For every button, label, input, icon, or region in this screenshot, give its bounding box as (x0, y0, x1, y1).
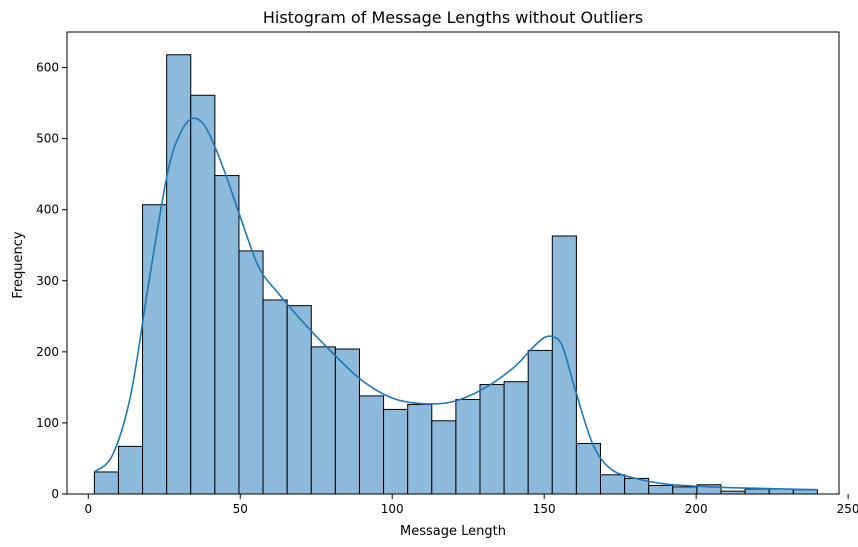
axes-group: 0 50 100 150 200 250 0 100 200 300 400 500 600 (36, 31, 858, 516)
y-tick-label-400: 400 (36, 203, 59, 217)
histogram-bar-7 (262, 299, 288, 495)
histogram-bar-5 (214, 175, 240, 495)
histogram-bar-12 (383, 408, 409, 495)
histogram-bar-11 (358, 395, 385, 495)
histogram-bar-14 (431, 420, 457, 495)
histogram-bar-27 (744, 488, 770, 495)
histogram-bar-15 (455, 398, 481, 495)
histogram-bar-10 (334, 348, 360, 495)
bars-group (93, 54, 818, 495)
histogram-bar-0 (93, 471, 119, 495)
histogram-bar-4 (190, 94, 216, 495)
histogram-bar-19 (551, 235, 577, 495)
histogram-bar-6 (238, 250, 264, 495)
x-tick-label-250: 250 (837, 502, 858, 516)
x-tick-label-50: 50 (233, 502, 248, 516)
histogram-bar-17 (503, 381, 529, 495)
histogram-bar-9 (310, 346, 336, 495)
y-tick-label-600: 600 (36, 61, 59, 75)
histogram-bar-13 (407, 403, 433, 495)
y-tick-label-100: 100 (36, 416, 59, 430)
chart-title: Histogram of Message Lengths without Out… (263, 8, 643, 27)
histogram-bar-1 (117, 445, 144, 495)
y-tick-label-300: 300 (36, 274, 59, 288)
histogram-bar-21 (600, 474, 626, 495)
kde-curve (93, 117, 818, 491)
histogram-bar-16 (479, 384, 505, 495)
histogram-bar-23 (648, 484, 674, 495)
y-tick-label-0: 0 (51, 487, 59, 501)
y-tick-label-500: 500 (36, 132, 59, 146)
histogram-bar-18 (527, 349, 553, 495)
plot-frame (66, 31, 840, 495)
x-tick-label-200: 200 (685, 502, 708, 516)
x-axis-label: Message Length (400, 524, 506, 539)
histogram-bar-8 (286, 305, 312, 495)
y-tick-label-200: 200 (36, 345, 59, 359)
x-tick-label-100: 100 (381, 502, 404, 516)
y-axis-label: Frequency (11, 231, 26, 298)
histogram-bar-2 (142, 204, 168, 495)
x-tick-label-150: 150 (533, 502, 556, 516)
x-tick-label-0: 0 (84, 502, 92, 516)
histogram-bar-24 (672, 486, 698, 495)
histogram-bar-3 (166, 54, 192, 495)
